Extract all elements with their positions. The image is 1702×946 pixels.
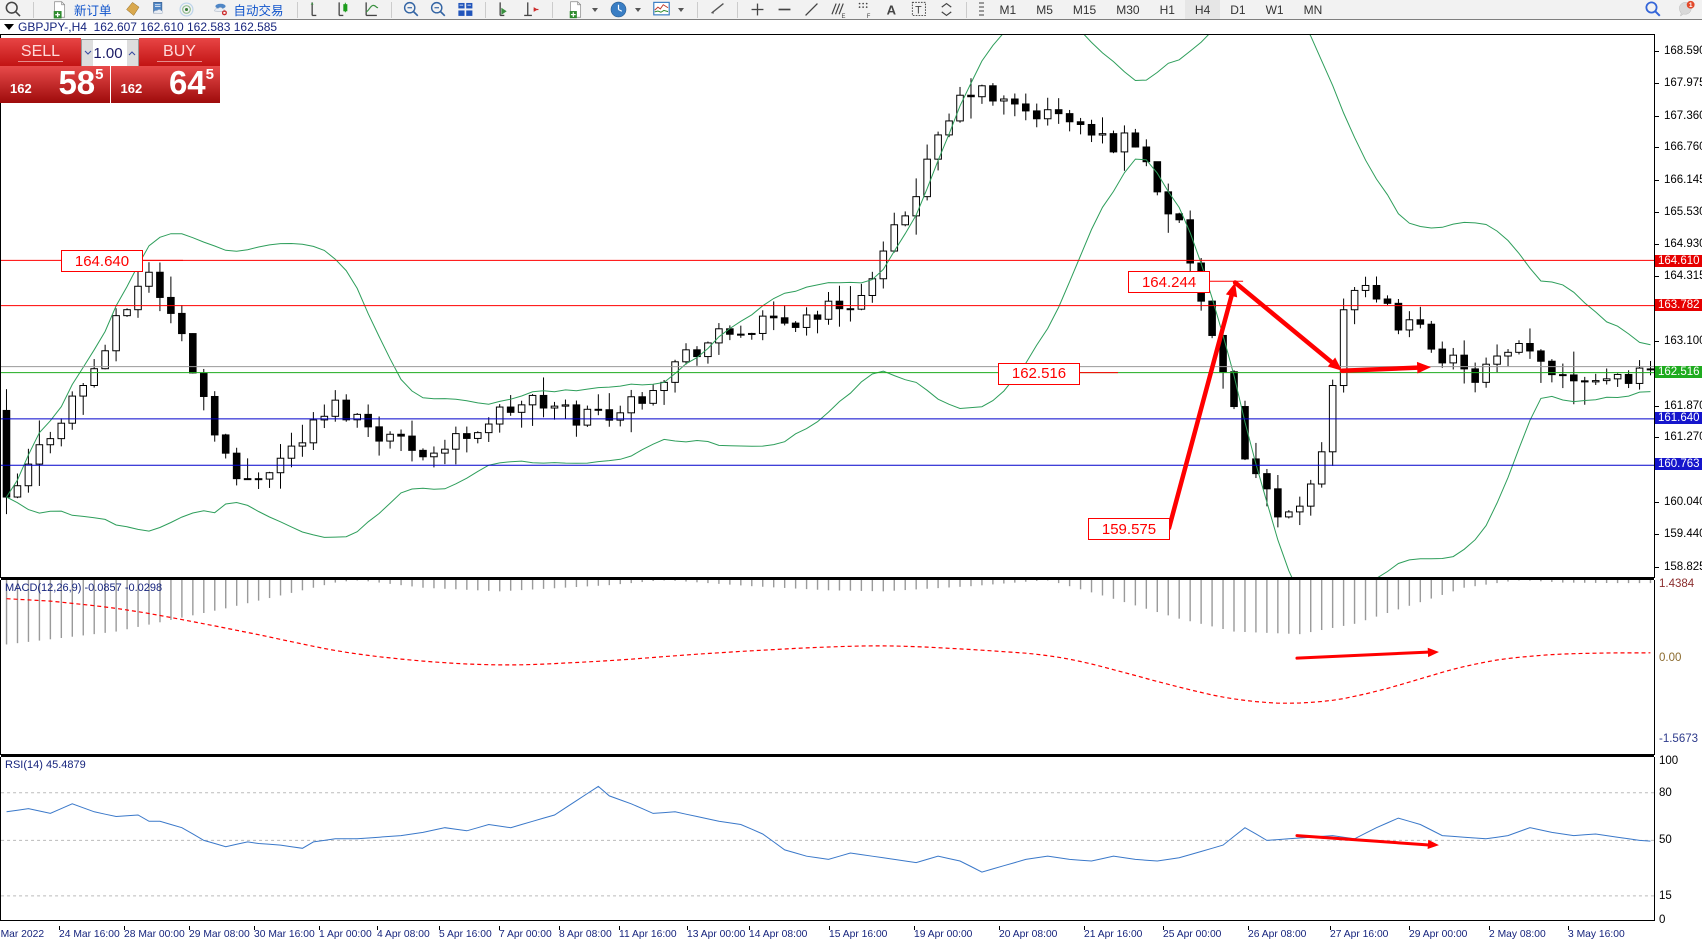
svg-text:T: T xyxy=(915,5,922,17)
svg-text:F: F xyxy=(866,14,870,19)
svg-text:1: 1 xyxy=(1689,2,1693,9)
svg-text:A: A xyxy=(886,2,896,17)
svg-text:E: E xyxy=(841,14,845,19)
